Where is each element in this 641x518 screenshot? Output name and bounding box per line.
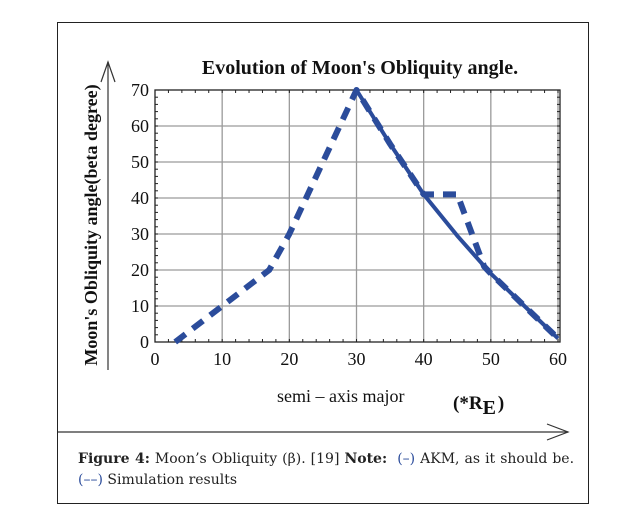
y-tick-label: 30 — [131, 224, 149, 244]
y-tick-label: 50 — [131, 152, 149, 172]
figure-label: Figure 4: — [78, 451, 150, 467]
x-tick-label: 40 — [415, 349, 433, 369]
y-tick-label: 60 — [131, 116, 149, 136]
chart-title: Evolution of Moon's Obliquity angle. — [202, 57, 518, 79]
figure-frame — [57, 22, 589, 504]
dashed-legend-marker: (––) — [78, 472, 103, 488]
x-tick-label: 60 — [549, 349, 567, 369]
series-group — [173, 87, 561, 345]
series-line-simulation — [173, 87, 561, 345]
y-tick-label: 10 — [131, 296, 149, 316]
figure-text: Moon’s Obliquity (β). [19] — [149, 451, 345, 467]
figure-caption: Figure 4: Moon’s Obliquity (β). [19] Not… — [78, 449, 574, 491]
x-axis-label: semi – axis major — [277, 386, 404, 406]
series-line-akm — [354, 88, 560, 340]
y-axis-arrow — [100, 60, 116, 370]
solid-legend-text: AKM, as it should be. — [415, 451, 575, 467]
tick-labels: 0 10 20 30 40 50 60 0 10 20 30 40 50 60 70 — [131, 80, 567, 369]
x-axis-arrow — [58, 423, 570, 441]
note-label: Note: — [344, 451, 388, 467]
y-tick-label: 70 — [131, 80, 149, 100]
ticks — [154, 89, 560, 343]
x-tick-label: 30 — [348, 349, 366, 369]
x-tick-label: 20 — [280, 349, 298, 369]
x-tick-label: 50 — [482, 349, 500, 369]
x-axis-unit: (*RE) — [453, 393, 504, 419]
x-axis-unit-sub: E — [483, 397, 496, 419]
dashed-legend-text: Simulation results — [102, 472, 238, 488]
y-tick-label: 0 — [140, 332, 149, 352]
x-tick-label: 0 — [151, 349, 160, 369]
x-axis-unit-suffix: ) — [498, 393, 504, 414]
grid — [155, 90, 560, 342]
y-axis-label: Moon's Obliquity angle(beta degree) — [81, 84, 102, 365]
plot-border — [154, 89, 561, 343]
x-tick-label: 10 — [213, 349, 231, 369]
x-axis-unit-prefix: (*R — [453, 393, 483, 414]
solid-legend-marker: (–) — [397, 451, 416, 467]
y-tick-label: 20 — [131, 260, 149, 280]
y-tick-label: 40 — [131, 188, 149, 208]
